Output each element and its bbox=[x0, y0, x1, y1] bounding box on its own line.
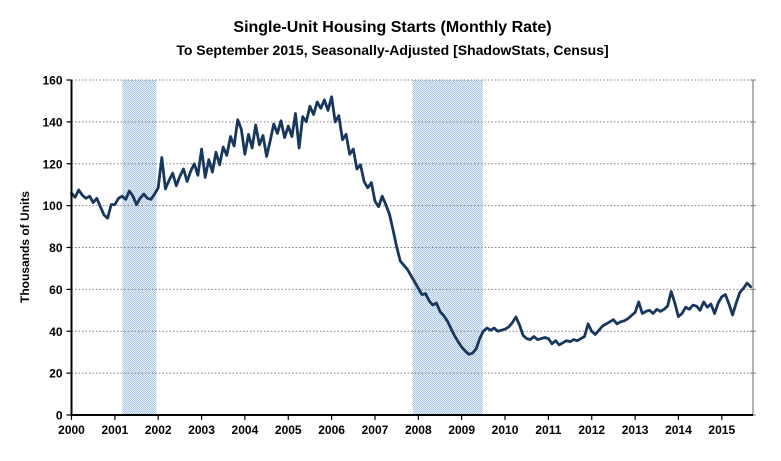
y-tick-label: 120 bbox=[42, 157, 62, 171]
x-tick-label: 2006 bbox=[318, 423, 345, 437]
y-tick-label: 40 bbox=[49, 325, 63, 339]
y-tick-label: 80 bbox=[49, 241, 63, 255]
data-line bbox=[70, 95, 753, 356]
y-tick-label: 140 bbox=[42, 115, 62, 129]
x-tick-label: 2004 bbox=[232, 423, 259, 437]
x-tick-label: 2005 bbox=[275, 423, 302, 437]
x-tick-label: 2012 bbox=[578, 423, 605, 437]
x-tick-label: 2000 bbox=[58, 423, 85, 437]
x-tick-label: 2003 bbox=[188, 423, 215, 437]
y-tick-label: 160 bbox=[42, 74, 62, 88]
x-tick-label: 2010 bbox=[492, 423, 519, 437]
x-tick-label: 2007 bbox=[362, 423, 389, 437]
x-tick-label: 2014 bbox=[665, 423, 692, 437]
y-tick-label: 60 bbox=[49, 283, 63, 297]
x-tick-label: 2001 bbox=[102, 423, 129, 437]
recession-band bbox=[412, 80, 483, 415]
y-tick-label: 20 bbox=[49, 367, 63, 381]
x-tick-label: 2009 bbox=[448, 423, 475, 437]
x-tick-label: 2011 bbox=[535, 423, 561, 437]
y-tick-label: 0 bbox=[56, 409, 63, 423]
chart-title: Single-Unit Housing Starts (Monthly Rate… bbox=[233, 19, 552, 36]
x-tick-label: 2015 bbox=[708, 423, 735, 437]
x-tick-label: 2013 bbox=[622, 423, 649, 437]
chart-subtitle: To September 2015, Seasonally-Adjusted [… bbox=[176, 42, 609, 58]
y-tick-label: 100 bbox=[42, 199, 62, 213]
x-tick-label: 2002 bbox=[145, 423, 172, 437]
x-tick-label: 2008 bbox=[405, 423, 432, 437]
